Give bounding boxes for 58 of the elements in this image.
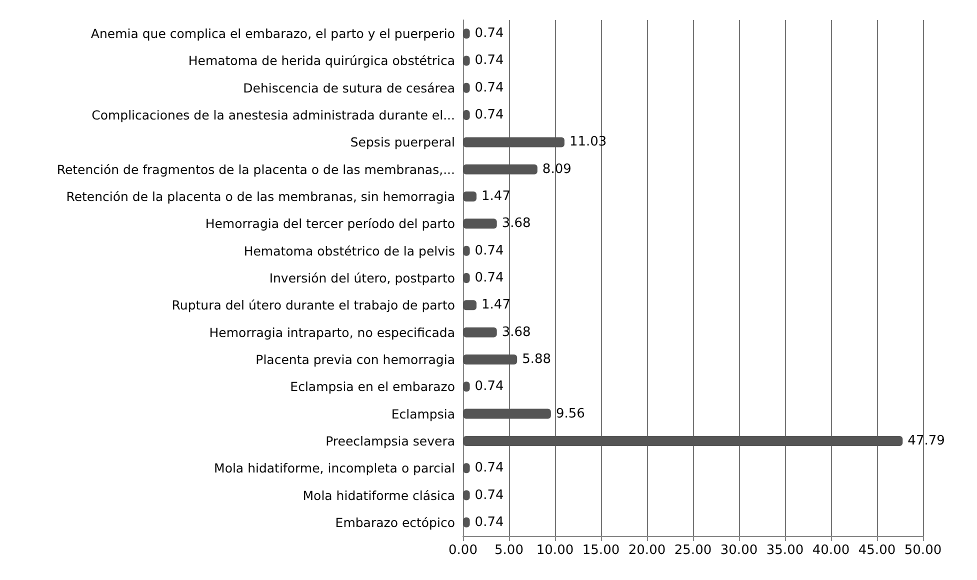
y-tick-label: Sepsis puerperal [350, 134, 455, 150]
data-label: 11.03 [569, 134, 607, 150]
x-tick-label: 15.00 [582, 543, 620, 558]
data-label: 1.47 [482, 189, 510, 204]
bar [463, 300, 477, 310]
data-label: 9.56 [556, 406, 585, 422]
data-label: 0.74 [474, 26, 504, 42]
y-tick-label: Eclampsia [391, 406, 455, 422]
x-tick-label: 35.00 [766, 543, 804, 558]
y-tick-label: Anemia que complica el embarazo, el parto y el puerperio [90, 26, 455, 42]
bar [463, 218, 497, 229]
y-tick-label: Hematoma obstétrico de la pelvis [244, 243, 455, 258]
bar [463, 137, 564, 148]
x-tick-label: 40.00 [812, 543, 850, 558]
bar [463, 164, 538, 174]
x-tick-label: 0.00 [448, 543, 478, 558]
y-tick-label: Ruptura del útero durante el trabajo de parto [172, 298, 455, 313]
bar [463, 192, 477, 202]
x-tick-label: 50.00 [904, 543, 942, 558]
bar [463, 354, 518, 364]
data-label: 3.68 [502, 324, 531, 340]
y-tick-label: Inversión del útero, postparto [269, 270, 455, 286]
y-tick-label: Mola hidatiforme clásica [302, 488, 455, 503]
y-tick-label: Hemorragia del tercer período del parto [205, 216, 455, 232]
x-tick-label: 10.00 [536, 543, 574, 558]
data-label: 5.88 [522, 352, 552, 367]
x-tick-label: 5.00 [494, 543, 524, 558]
y-tick-label: Hemorragia intraparto, no especificada [209, 324, 455, 340]
data-label: 1.47 [482, 298, 510, 313]
data-label: 0.74 [474, 243, 504, 258]
data-label: 0.74 [474, 488, 504, 503]
data-label: 0.74 [474, 80, 504, 96]
bar [463, 327, 497, 338]
x-tick-label: 45.00 [858, 543, 896, 558]
y-tick-label: Complicaciones de la anestesia administrada durante el... [92, 108, 455, 123]
y-tick-label: Hematoma de herida quirúrgica obstétrica [188, 53, 455, 68]
y-tick-label: Retención de fragmentos de la placenta o de las membranas,... [56, 162, 455, 177]
data-label: 8.09 [542, 162, 572, 177]
y-tick-label: Embarazo ectópico [335, 514, 455, 530]
y-tick-label: Eclampsia en el embarazo [290, 379, 455, 394]
y-tick-label: Placenta previa con hemorragia [256, 352, 455, 367]
y-tick-label: Mola hidatiforme, incompleta o parcial [214, 460, 455, 476]
data-label: 3.68 [502, 216, 531, 232]
x-tick-label: 30.00 [720, 543, 758, 558]
y-tick-label: Dehiscencia de sutura de cesárea [243, 80, 455, 96]
data-label: 47.79 [908, 433, 945, 448]
y-tick-label: Retención de la placenta o de las membranas, sin hemorragia [66, 189, 455, 204]
bar [463, 436, 903, 446]
data-label: 0.74 [474, 379, 504, 394]
x-tick-label: 20.00 [628, 543, 666, 558]
y-tick-label: Preeclampsia severa [326, 433, 455, 448]
data-label: 0.74 [474, 53, 504, 68]
data-label: 0.74 [474, 108, 504, 123]
bar [463, 408, 551, 419]
data-label: 0.74 [474, 270, 504, 286]
data-label: 0.74 [474, 460, 504, 476]
x-tick-label: 25.00 [674, 543, 712, 558]
data-label: 0.74 [474, 514, 504, 530]
